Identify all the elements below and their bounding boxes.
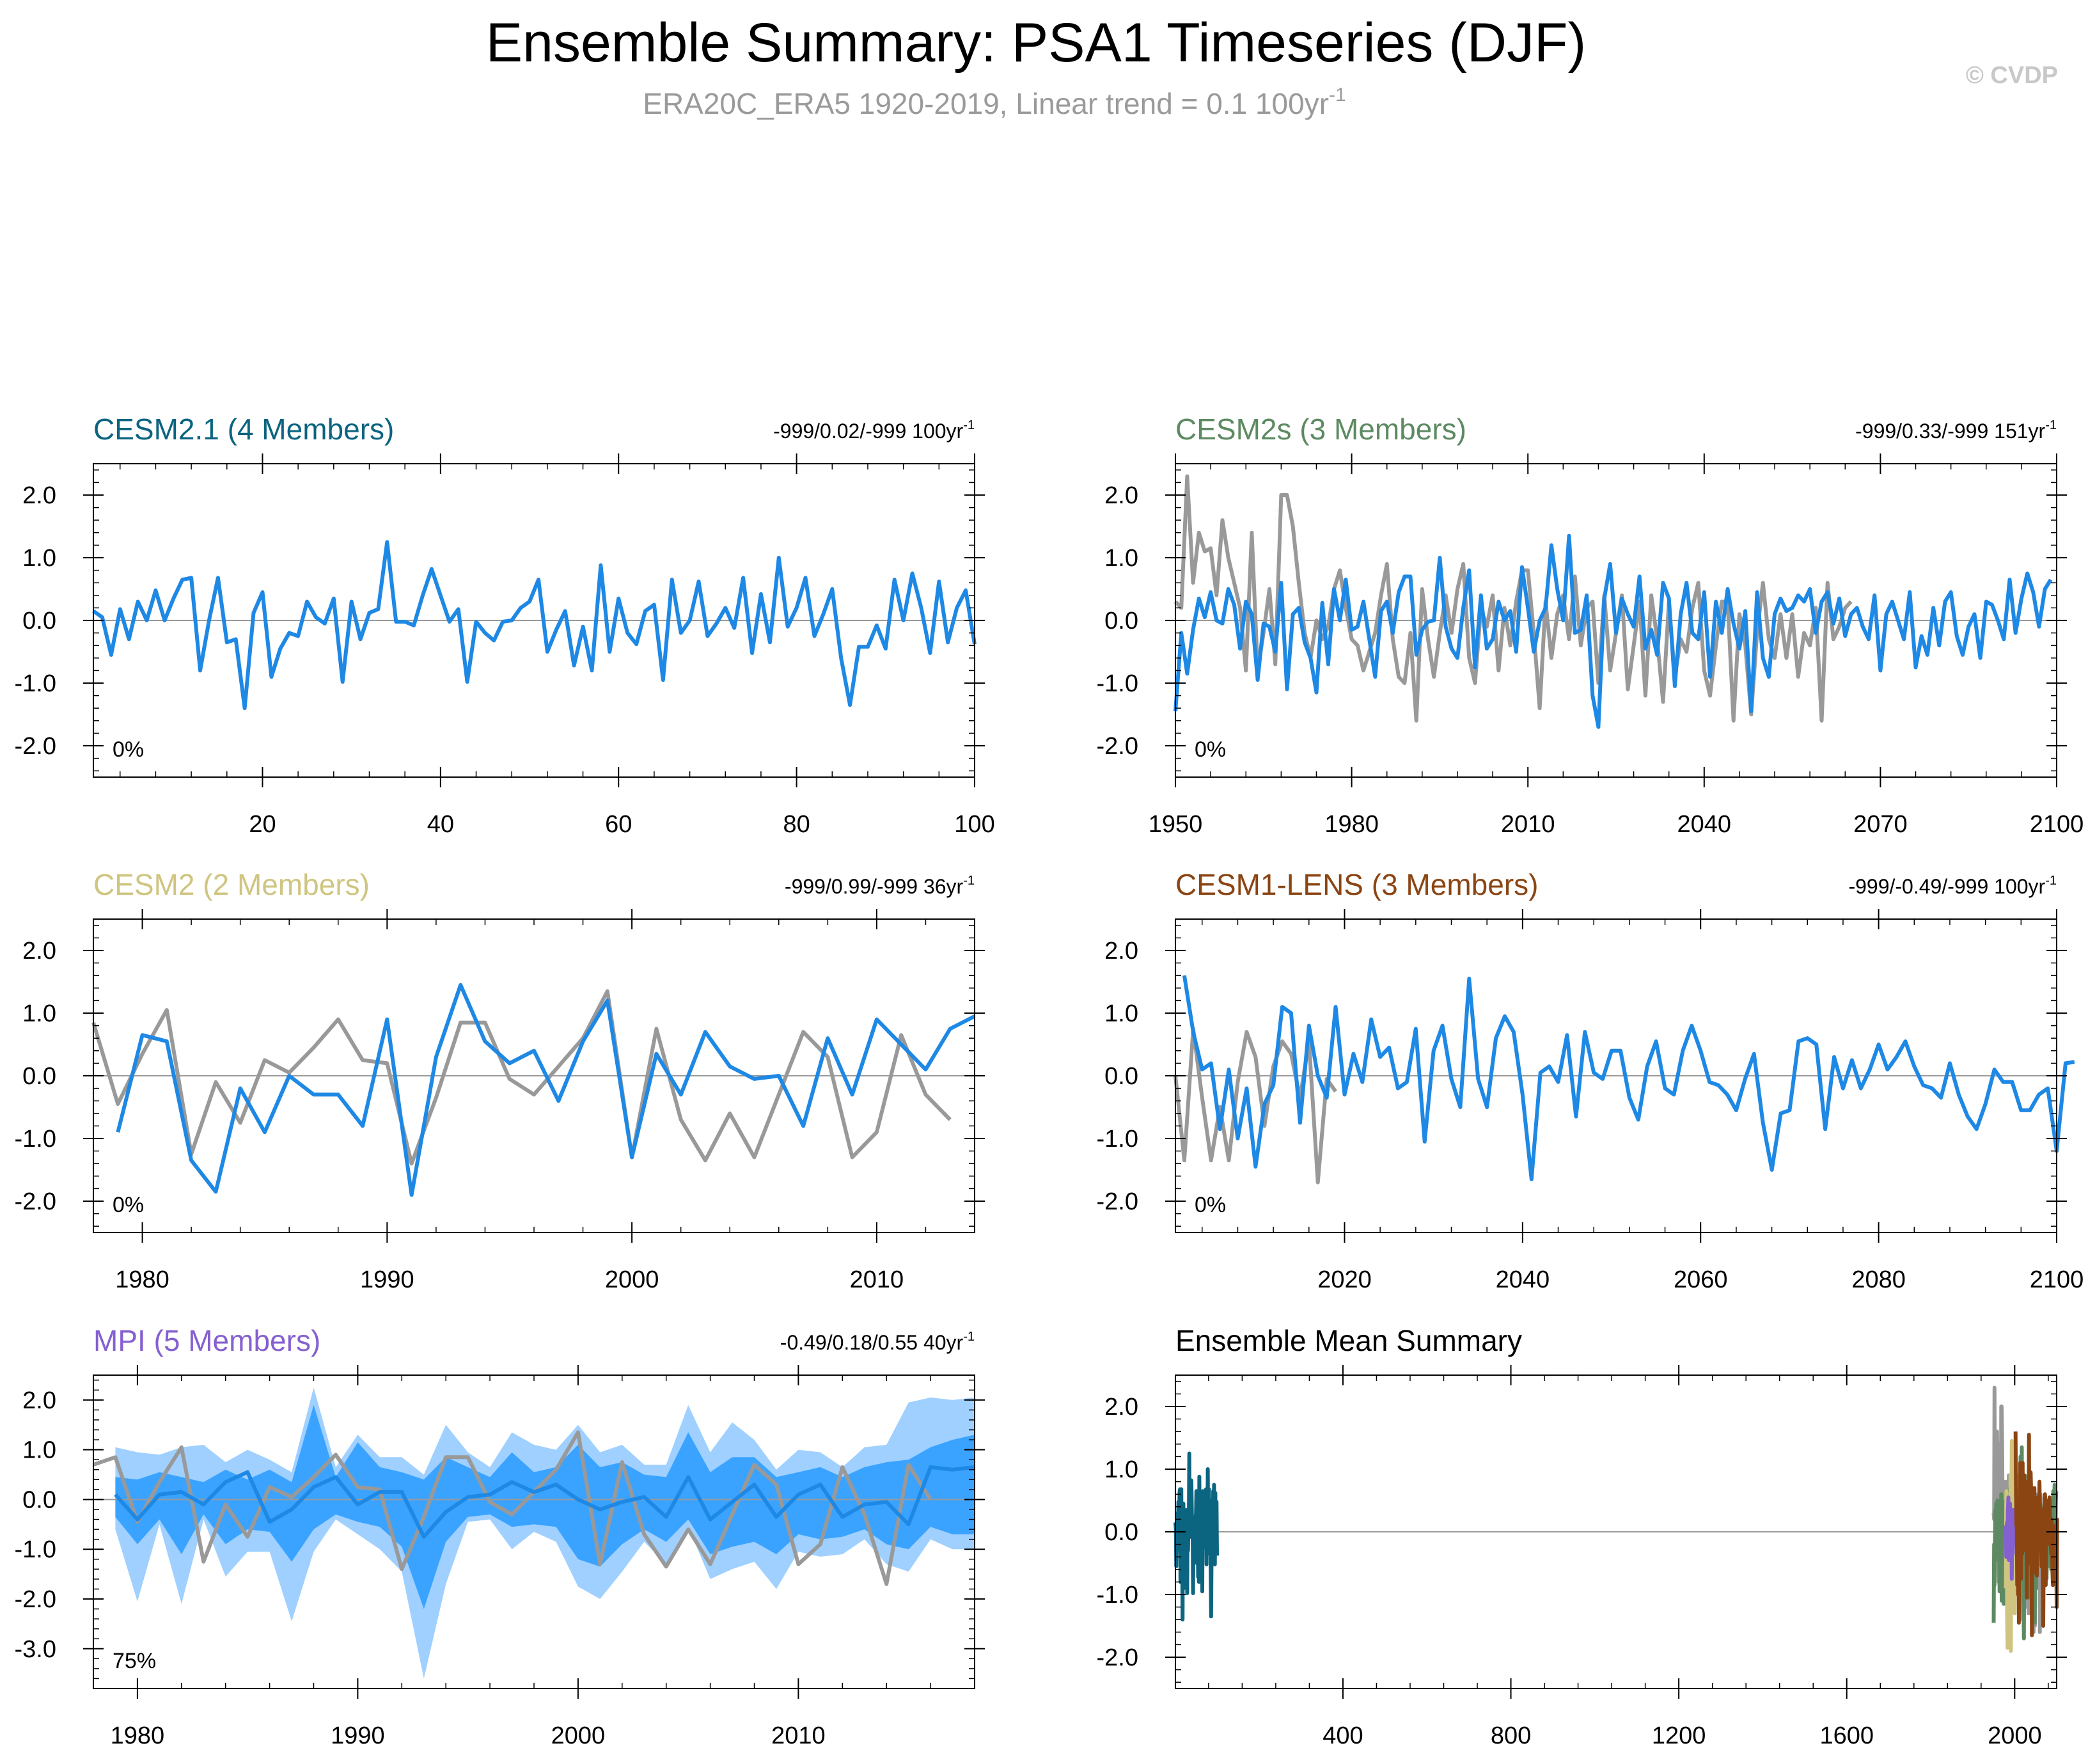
y-tick-label: 0.0	[1104, 1519, 1138, 1546]
y-tick-label: -3.0	[15, 1636, 56, 1663]
trend-label: -999/0.33/-999 151yr-1	[1855, 418, 2057, 443]
x-tick-label: 1980	[115, 1266, 169, 1293]
y-tick-label: 0.0	[1104, 1063, 1138, 1090]
x-tick-label: 2000	[1988, 1722, 2042, 1749]
series-line-CESM1-LENS	[2013, 1431, 2060, 1637]
x-tick-label: 40	[427, 811, 454, 838]
x-tick-label: 1600	[1819, 1722, 1874, 1749]
x-tick-label: 2040	[1677, 811, 1732, 838]
series-line-model	[92, 540, 977, 711]
panel-grid: CESM2.1 (4 Members) -999/0.02/-999 100yr-…	[15, 413, 2084, 1749]
panel-title: MPI (5 Members)	[93, 1324, 320, 1357]
x-tick-label: 400	[1323, 1722, 1363, 1749]
y-tick-label: 1.0	[1104, 1000, 1138, 1027]
percent-label: 0%	[113, 1193, 144, 1217]
x-tick-label: 2010	[850, 1266, 904, 1293]
trend-label: -999/-0.49/-999 100yr-1	[1848, 874, 2057, 898]
y-tick-label: 0.0	[22, 608, 56, 634]
y-tick-label: -2.0	[15, 1586, 56, 1613]
x-tick-label: 80	[783, 811, 810, 838]
x-tick-label: 2010	[771, 1722, 826, 1749]
x-tick-label: 20	[249, 811, 276, 838]
trend-label: -999/0.02/-999 100yr-1	[773, 418, 975, 443]
percent-label: 75%	[113, 1649, 156, 1673]
panel-title: CESM2.1 (4 Members)	[93, 413, 394, 446]
percent-label: 0%	[1195, 1193, 1226, 1217]
y-tick-label: -1.0	[15, 1126, 56, 1153]
x-tick-label: 1990	[360, 1266, 414, 1293]
spread-band-inner	[115, 1405, 975, 1609]
y-tick-label: -1.0	[1097, 1126, 1138, 1153]
figure-subtitle-text: ERA20C_ERA5 1920-2019, Linear trend = 0.…	[643, 87, 1329, 120]
y-tick-label: 0.0	[22, 1486, 56, 1513]
y-tick-label: 2.0	[22, 1387, 56, 1414]
panel-title: Ensemble Mean Summary	[1175, 1324, 1522, 1357]
series-line-model	[1174, 533, 2053, 729]
trend-label: -999/0.99/-999 36yr-1	[785, 874, 975, 898]
x-tick-label: 2100	[2030, 811, 2084, 838]
y-tick-label: 1.0	[22, 545, 56, 572]
panel-cesm1lens: CESM1-LENS (3 Members) -999/-0.49/-999 10…	[1097, 868, 2084, 1293]
x-tick-label: 2000	[551, 1722, 606, 1749]
series-line-model	[1182, 975, 2075, 1181]
y-tick-label: 2.0	[1104, 482, 1138, 509]
series-line-obs	[93, 1430, 932, 1586]
x-tick-label: 100	[954, 811, 994, 838]
x-tick-label: 2010	[1501, 811, 1555, 838]
x-tick-label: 2100	[2030, 1266, 2084, 1293]
x-tick-label: 2070	[1853, 811, 1908, 838]
y-tick-label: 1.0	[22, 1000, 56, 1027]
y-tick-label: 2.0	[1104, 938, 1138, 965]
y-tick-label: 1.0	[1104, 1456, 1138, 1483]
x-tick-label: 2080	[1851, 1266, 1906, 1293]
panel-title: CESM1-LENS (3 Members)	[1175, 868, 1538, 901]
series-line-model	[114, 1465, 975, 1539]
y-tick-label: -2.0	[15, 733, 56, 760]
x-tick-label: 1950	[1149, 811, 1203, 838]
percent-label: 0%	[113, 737, 144, 762]
panel-title: CESM2s (3 Members)	[1175, 413, 1466, 446]
y-tick-label: 2.0	[22, 482, 56, 509]
y-tick-label: 1.0	[22, 1437, 56, 1464]
x-tick-label: 2000	[605, 1266, 659, 1293]
x-tick-label: 1980	[111, 1722, 165, 1749]
panel-cesm2: CESM2 (2 Members) -999/0.99/-999 36yr-1 -2…	[15, 868, 985, 1293]
panel-cesm2s: CESM2s (3 Members) -999/0.33/-999 151yr-1…	[1097, 413, 2084, 838]
x-tick-label: 1990	[331, 1722, 385, 1749]
panel-cesm21: CESM2.1 (4 Members) -999/0.02/-999 100yr-…	[15, 413, 995, 838]
y-tick-label: 1.0	[1104, 545, 1138, 572]
y-tick-label: -1.0	[1097, 670, 1138, 697]
y-tick-label: 0.0	[22, 1063, 56, 1090]
y-tick-label: -1.0	[1097, 1582, 1138, 1609]
series-line-CESM2.1	[1174, 1451, 1219, 1622]
x-tick-label: 2060	[1674, 1266, 1728, 1293]
figure-subtitle: ERA20C_ERA5 1920-2019, Linear trend = 0.…	[643, 84, 1346, 120]
panel-mpi: MPI (5 Members) -0.49/0.18/0.55 40yr-1 -3.…	[15, 1324, 985, 1749]
x-tick-label: 2020	[1317, 1266, 1372, 1293]
y-tick-label: -2.0	[15, 1188, 56, 1215]
y-tick-label: 2.0	[1104, 1394, 1138, 1421]
trend-label: -0.49/0.18/0.55 40yr-1	[780, 1330, 975, 1354]
copyright-mark: © CVDP	[1966, 62, 2058, 89]
figure-title: Ensemble Summary: PSA1 Timeseries (DJF)	[486, 12, 1586, 74]
x-tick-label: 60	[605, 811, 632, 838]
x-tick-label: 2040	[1496, 1266, 1550, 1293]
y-tick-label: -1.0	[15, 670, 56, 697]
panel-summary: Ensemble Mean Summary -2.0 -1.0 0.0 1.0 2.0 40…	[1097, 1324, 2067, 1749]
x-tick-label: 1200	[1652, 1722, 1706, 1749]
percent-label: 0%	[1195, 737, 1226, 762]
panel-title: CESM2 (2 Members)	[93, 868, 370, 901]
series-line-model	[116, 982, 976, 1197]
y-tick-label: -1.0	[15, 1536, 56, 1563]
y-tick-label: -2.0	[1097, 733, 1138, 760]
y-tick-label: -2.0	[1097, 1188, 1138, 1215]
figure-subtitle-exponent: -1	[1329, 84, 1346, 106]
y-tick-label: -2.0	[1097, 1644, 1138, 1671]
x-tick-label: 1980	[1324, 811, 1379, 838]
y-tick-label: 2.0	[22, 938, 56, 965]
x-tick-label: 800	[1491, 1722, 1531, 1749]
series-line-obs	[91, 989, 952, 1166]
y-tick-label: 0.0	[1104, 608, 1138, 634]
